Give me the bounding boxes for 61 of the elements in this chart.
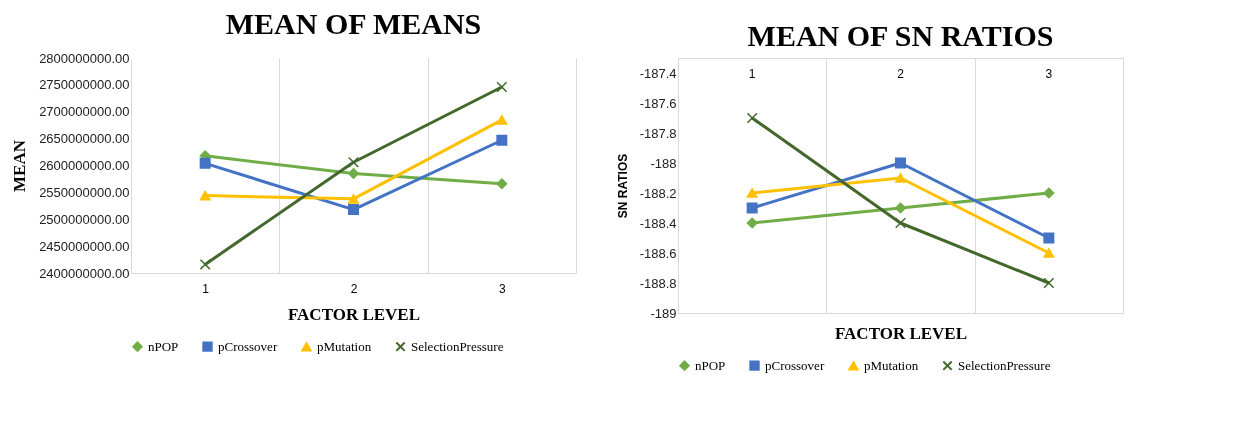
x-tick-label: 3 [1045, 66, 1053, 81]
point [199, 258, 211, 270]
point [348, 168, 359, 180]
point [895, 173, 906, 183]
y-tick-label: -188 [650, 155, 677, 171]
point [746, 217, 758, 229]
point [895, 202, 906, 214]
point [1043, 277, 1055, 289]
legend-label: pCrossover [218, 338, 278, 354]
y-tick-label: 2550000000.00 [39, 184, 130, 200]
y-tick-label: 2800000000.00 [39, 50, 130, 66]
legend-label: SelectionPressure [958, 357, 1051, 373]
x-tick-label: 1 [202, 281, 210, 296]
point [348, 204, 359, 216]
point [1043, 187, 1055, 199]
point [199, 157, 211, 169]
x-tick-label: 2 [350, 281, 358, 296]
point [496, 81, 508, 93]
point [496, 134, 508, 146]
legend-label: pMutation [864, 357, 919, 373]
point [348, 193, 359, 204]
y-tick-label: -188.6 [639, 245, 677, 261]
legend-label: nPOP [695, 357, 726, 373]
y-tick-label: 2750000000.00 [39, 77, 130, 93]
x-tick-label: 2 [897, 66, 905, 81]
y-tick-label: -189 [650, 305, 677, 321]
legend-label: nPOP [148, 338, 179, 354]
x-tick-label: 3 [498, 281, 506, 296]
point [746, 188, 758, 198]
y-tick-label: -188.8 [639, 275, 677, 291]
legend-label: SelectionPressure [411, 338, 504, 354]
y-axis-title: SN RATIOS [615, 153, 630, 219]
legend-label: pCrossover [765, 357, 825, 373]
y-tick-label: 2700000000.00 [39, 104, 130, 120]
x-axis-title: FACTOR LEVEL [834, 323, 968, 343]
point [496, 178, 508, 190]
chart-title: MEAN OF SN RATIOS [747, 19, 1054, 52]
y-tick-label: -188.4 [639, 215, 677, 231]
point [199, 190, 211, 201]
y-tick-label: 2450000000.00 [39, 238, 130, 254]
point [895, 157, 906, 169]
y-tick-label: -187.6 [639, 95, 677, 111]
y-tick-label: 2650000000.00 [39, 131, 130, 147]
point [746, 112, 758, 124]
point [746, 202, 758, 214]
x-tick-label: 1 [748, 66, 756, 81]
point [1043, 232, 1055, 244]
y-tick-label: 2600000000.00 [39, 158, 130, 173]
point [1043, 248, 1055, 258]
legend-label: pMutation [317, 338, 372, 354]
point [895, 217, 906, 229]
point [348, 156, 359, 168]
y-axis-title: MEAN [10, 139, 30, 192]
y-tick-label: 2400000000.00 [39, 265, 130, 281]
x-axis-title: FACTOR LEVEL [287, 304, 421, 324]
y-tick-label: 2500000000.00 [39, 211, 130, 227]
point [496, 114, 508, 125]
y-tick-label: -187.4 [639, 65, 677, 81]
y-tick-label: -187.8 [639, 125, 677, 141]
y-tick-label: -188.2 [639, 185, 677, 201]
chart-title: MEAN OF MEANS [225, 7, 482, 40]
